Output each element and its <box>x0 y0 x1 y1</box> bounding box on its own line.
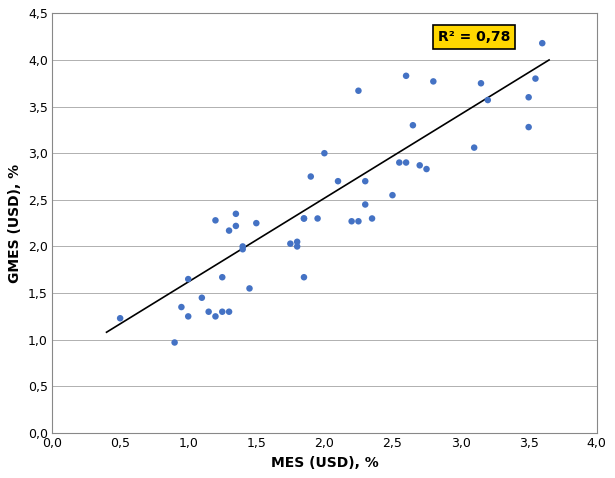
Point <box>285 240 295 248</box>
X-axis label: MES (USD), %: MES (USD), % <box>271 456 378 470</box>
Point <box>319 150 329 157</box>
Point <box>217 308 227 315</box>
Point <box>538 39 547 47</box>
Point <box>524 93 534 101</box>
Point <box>238 243 248 250</box>
Point <box>401 159 411 166</box>
Y-axis label: GMES (USD), %: GMES (USD), % <box>9 163 22 282</box>
Point <box>312 215 322 222</box>
Point <box>299 215 309 222</box>
Point <box>217 273 227 281</box>
Point <box>394 159 404 166</box>
Point <box>483 96 493 104</box>
Point <box>360 201 370 208</box>
Point <box>429 77 438 85</box>
Point <box>387 191 397 199</box>
Point <box>231 222 241 230</box>
Point <box>415 162 424 169</box>
Point <box>531 75 541 82</box>
Point <box>224 308 234 315</box>
Point <box>299 215 309 222</box>
Point <box>183 313 193 320</box>
Point <box>469 144 479 152</box>
Point <box>210 217 220 224</box>
Point <box>354 217 363 225</box>
Point <box>210 313 220 320</box>
Point <box>360 177 370 185</box>
Point <box>231 210 241 217</box>
Point <box>299 273 309 281</box>
Point <box>333 177 343 185</box>
Point <box>476 79 486 87</box>
Point <box>408 121 418 129</box>
Point <box>238 245 248 253</box>
Point <box>354 87 363 95</box>
Point <box>177 303 186 311</box>
Point <box>224 227 234 234</box>
Point <box>401 72 411 80</box>
Point <box>347 217 357 225</box>
Point <box>183 275 193 283</box>
Point <box>422 165 432 173</box>
Point <box>170 339 180 347</box>
Point <box>115 315 125 322</box>
Point <box>204 308 213 315</box>
Point <box>292 238 302 246</box>
Point <box>524 123 534 131</box>
Point <box>306 173 315 180</box>
Point <box>245 284 255 292</box>
Point <box>252 219 261 227</box>
Text: R² = 0,78: R² = 0,78 <box>438 30 510 43</box>
Point <box>197 294 207 302</box>
Point <box>292 243 302 250</box>
Point <box>367 215 377 222</box>
